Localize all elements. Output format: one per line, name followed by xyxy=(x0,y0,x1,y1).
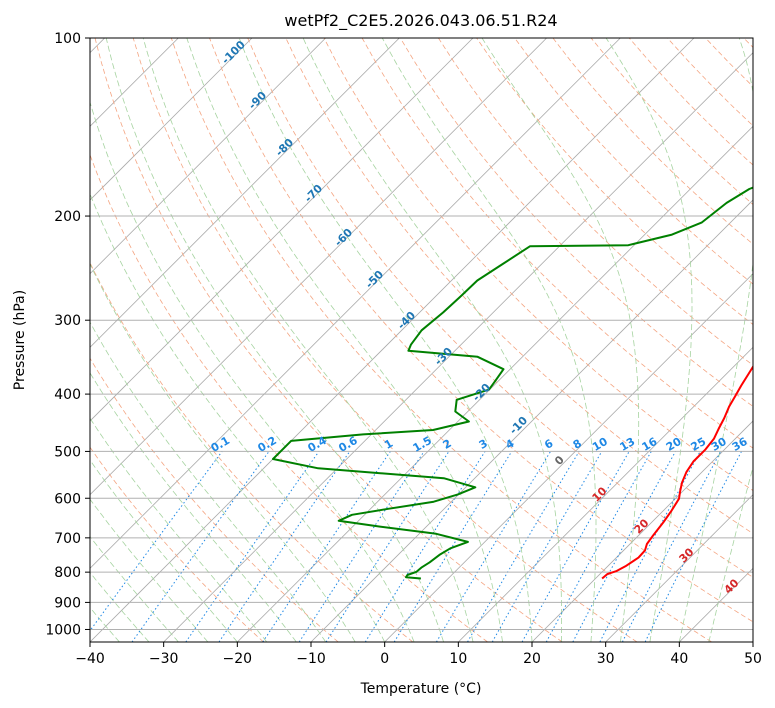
x-tick-label: 40 xyxy=(670,651,688,667)
dry-adiabat xyxy=(170,38,712,642)
x-tick-label: 20 xyxy=(523,651,541,667)
moist-adiabat xyxy=(678,38,753,642)
axes: −40 −30 −20 −10 0 10 20 30 40 50 100 200 300 400 500 60… xyxy=(45,31,762,667)
isotherm-line xyxy=(531,420,753,642)
mixing-ratio-line xyxy=(621,451,722,642)
dry-adiabat xyxy=(94,38,563,642)
y-tick-label: 800 xyxy=(54,565,81,581)
moist-adiabat xyxy=(481,38,640,642)
y-tick-label: 600 xyxy=(54,491,81,507)
y-tick-label: 1000 xyxy=(45,622,81,638)
moist-adiabat xyxy=(238,38,533,642)
mixing-ratio-line xyxy=(262,451,391,642)
dry-adiabat xyxy=(438,38,753,366)
moist-adiabat xyxy=(90,535,179,642)
x-axis-label: Temperature (°C) xyxy=(360,681,482,697)
y-tick-label: 200 xyxy=(54,209,81,225)
dry-adiabat xyxy=(90,261,414,642)
mixing-ratio-line xyxy=(90,451,223,632)
moist-adiabat xyxy=(90,498,209,642)
moist-adiabat xyxy=(302,38,562,642)
dry-adiabat xyxy=(90,446,264,642)
x-tick-label: −40 xyxy=(75,651,105,667)
isotherm-line xyxy=(90,38,326,275)
x-tick-label: 50 xyxy=(744,651,762,667)
dewpoint-line xyxy=(272,186,753,580)
x-tick-label: 0 xyxy=(380,651,389,667)
profile-lines xyxy=(272,186,753,580)
dry-adiabat xyxy=(514,38,753,285)
isotherm-line xyxy=(458,346,753,642)
isotherm-line xyxy=(237,125,753,642)
dry-adiabat xyxy=(399,38,753,407)
y-tick-label: 400 xyxy=(54,387,81,403)
mixing-ratio-line xyxy=(185,451,320,642)
mixing-ratio-line xyxy=(572,451,676,642)
moist-adiabat xyxy=(105,38,444,642)
dry-adiabat xyxy=(209,38,753,623)
dry-adiabat xyxy=(132,38,638,642)
dry-adiabat xyxy=(90,153,488,642)
x-tick-label: −30 xyxy=(149,651,179,667)
mixing-ratio-line xyxy=(644,451,742,642)
mixing-ratio-line xyxy=(218,451,351,642)
dry-adiabat xyxy=(90,357,339,642)
moist-adiabat xyxy=(90,100,415,642)
isotherm-line xyxy=(90,38,474,422)
moist-adiabat xyxy=(90,459,238,642)
isotherm-line xyxy=(384,273,753,642)
moist-adiabat xyxy=(381,38,597,642)
moist-adiabat xyxy=(142,38,474,642)
mixing-ratio-line xyxy=(545,451,652,642)
mixing-ratio-line xyxy=(325,451,450,642)
reference-lines xyxy=(90,38,753,642)
x-tick-label: −10 xyxy=(296,651,326,667)
plot-frame xyxy=(89,37,754,643)
isotherm-line xyxy=(90,38,547,496)
moist-adiabat xyxy=(90,372,297,642)
mixing-ratio-line xyxy=(393,451,513,642)
grid xyxy=(90,38,753,630)
x-tick-label: 10 xyxy=(449,651,467,667)
y-tick-label: 300 xyxy=(54,313,81,329)
temperature-line xyxy=(601,364,753,580)
isotherm-line xyxy=(90,38,695,642)
isotherm-line xyxy=(163,52,753,642)
x-tick-label: 30 xyxy=(597,651,615,667)
dry-adiabat xyxy=(323,38,753,491)
moist-adiabat xyxy=(90,263,356,642)
chart-title: wetPf2_C2E5.2026.043.06.51.R24 xyxy=(284,11,557,31)
mixing-ratio-line xyxy=(131,451,270,642)
x-tick-label: −20 xyxy=(223,651,253,667)
moist-adiabat xyxy=(90,417,268,642)
moist-adiabat xyxy=(90,192,386,642)
isotherm-line xyxy=(90,38,400,348)
mixing-ratio-line xyxy=(521,451,630,642)
isotherm-line xyxy=(605,494,753,642)
y-tick-label: 100 xyxy=(54,31,81,47)
dry-adiabat xyxy=(247,38,753,578)
y-tick-label: 500 xyxy=(54,444,81,460)
y-tick-label: 700 xyxy=(54,531,81,547)
moist-adiabat xyxy=(605,38,693,642)
isotherm-line xyxy=(90,38,621,569)
y-tick-label: 900 xyxy=(54,595,81,611)
mixing-ratio-line xyxy=(298,451,425,642)
y-axis-label: Pressure (hPa) xyxy=(12,290,28,390)
isotherm-line xyxy=(90,38,253,201)
